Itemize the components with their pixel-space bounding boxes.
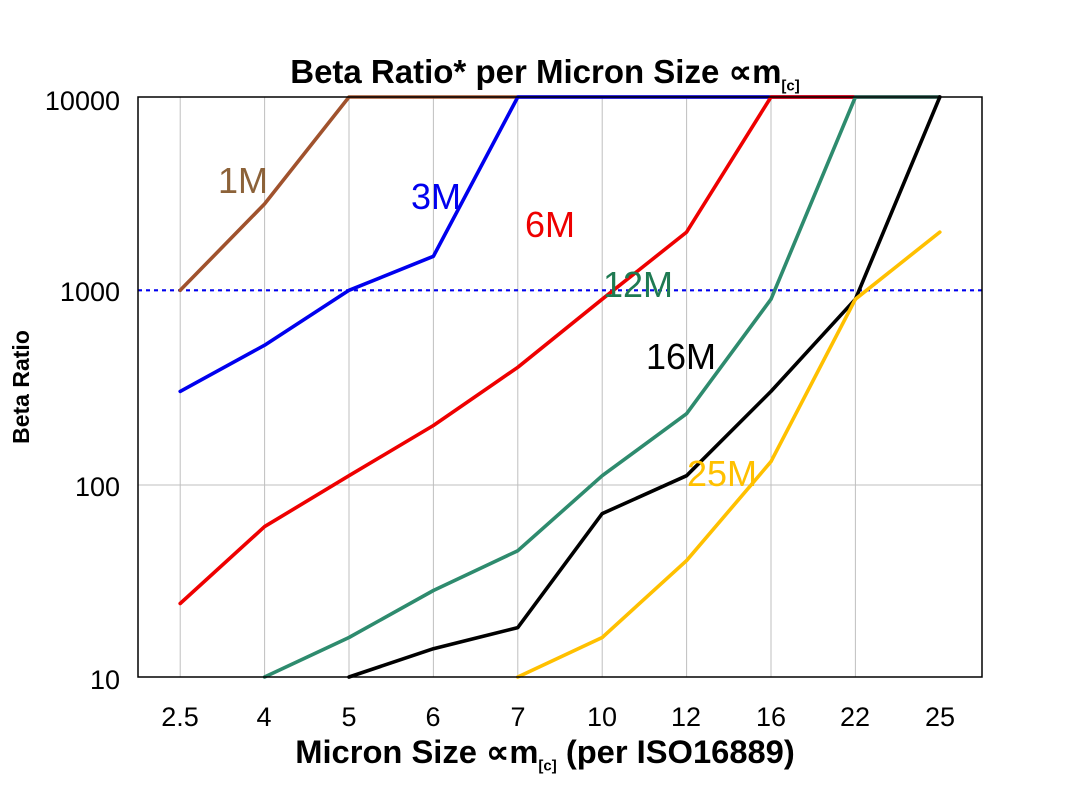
svg-text:6M: 6M [525,204,575,245]
svg-text:3M: 3M [411,176,461,217]
svg-text:25M: 25M [687,453,757,494]
svg-text:12M: 12M [603,264,673,305]
svg-text:16M: 16M [646,336,716,377]
svg-text:1M: 1M [218,160,268,201]
